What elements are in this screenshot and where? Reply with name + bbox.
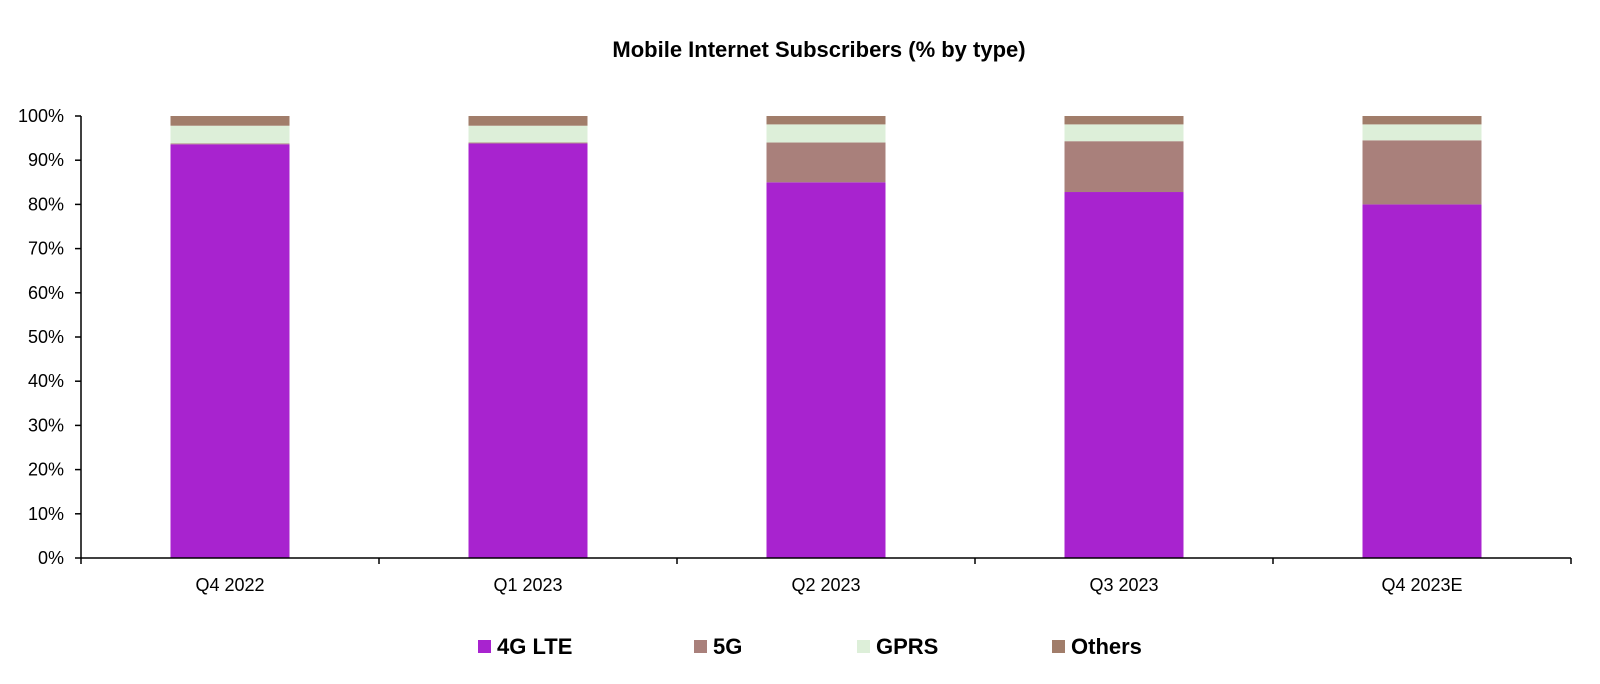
y-tick-label: 100% [18,106,64,126]
x-tick-label: Q4 2022 [195,575,264,595]
bar-gprs-5 [1362,124,1482,141]
legend: 4G LTE 5G GPRS Others [478,634,1142,659]
bar-4g-lte-4 [1064,192,1184,558]
x-tick-label: Q1 2023 [493,575,562,595]
legend-swatch [1052,640,1065,653]
legend-swatch [694,640,707,653]
bar-5g-3 [766,142,886,183]
plot-area: 0% 10% 20% 30% 40% 50% 60% 70% 80% 90% 100% Q4 2022… [18,106,1572,595]
chart-title: Mobile Internet Subscribers (% by type) [612,37,1025,62]
y-tick-label: 60% [28,283,64,303]
y-tick-label: 0% [38,548,64,568]
bar-gprs-4 [1064,124,1184,142]
bar-gprs-1 [170,125,290,144]
bar-others-4 [1064,116,1184,125]
bar-5g-4 [1064,141,1184,193]
bar-others-1 [170,116,290,126]
y-tick-label: 20% [28,460,64,480]
legend-label: 5G [713,634,742,659]
legend-label: Others [1071,634,1142,659]
y-tick-label: 40% [28,371,64,391]
x-tick-label: Q4 2023E [1381,575,1462,595]
y-tick-label: 50% [28,327,64,347]
bar-4g-lte-1 [170,144,290,559]
legend-label: 4G LTE [497,634,572,659]
y-tick-label: 90% [28,150,64,170]
y-tick-label: 80% [28,194,64,214]
bar-4g-lte-5 [1362,204,1482,558]
legend-label: GPRS [876,634,938,659]
bar-5g-2 [468,142,588,144]
bar-others-2 [468,116,588,126]
x-tick-label: Q3 2023 [1089,575,1158,595]
legend-swatch [857,640,870,653]
y-tick-label: 70% [28,239,64,259]
bar-4g-lte-2 [468,143,588,558]
bar-5g-5 [1362,140,1482,205]
bar-others-3 [766,116,886,125]
bar-5g-1 [170,143,290,145]
y-tick-label: 30% [28,415,64,435]
x-tick-label: Q2 2023 [791,575,860,595]
bar-others-5 [1362,116,1482,125]
bar-gprs-2 [468,125,588,143]
legend-swatch [478,640,491,653]
bar-gprs-3 [766,124,886,143]
bar-4g-lte-3 [766,182,886,559]
y-tick-label: 10% [28,504,64,524]
